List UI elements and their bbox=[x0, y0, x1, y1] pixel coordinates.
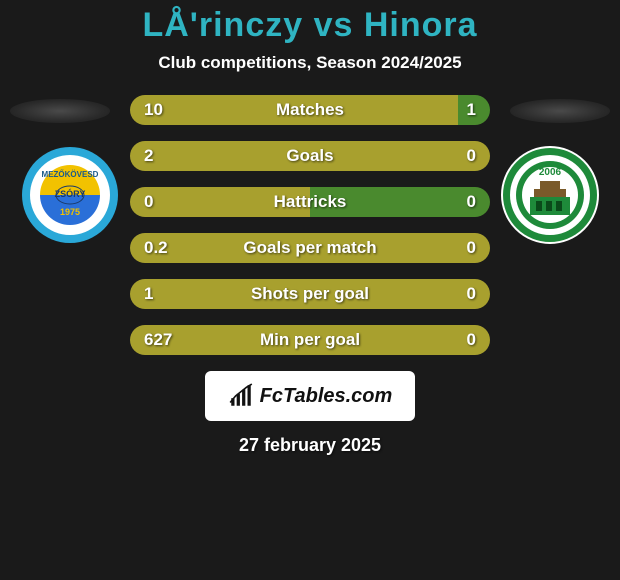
stat-label: Goals bbox=[130, 141, 490, 171]
crest-left-svg: MEZŐKÖVESD ZSÓRY 1975 bbox=[20, 145, 120, 245]
crest-right-year: 2006 bbox=[539, 167, 562, 178]
stat-row: 101Matches bbox=[130, 95, 490, 125]
brand-badge: FcTables.com bbox=[205, 371, 415, 421]
stat-label: Matches bbox=[130, 95, 490, 125]
stat-row: 6270Min per goal bbox=[130, 325, 490, 355]
date: 27 february 2025 bbox=[0, 435, 620, 456]
crest-left-year: 1975 bbox=[60, 207, 80, 217]
crest-right: 2006 bbox=[500, 145, 600, 245]
chart-icon bbox=[228, 383, 254, 409]
stat-row: 00Hattricks bbox=[130, 187, 490, 217]
page-title: LÅ'rinczy vs Hinora bbox=[0, 0, 620, 45]
stat-row: 0.20Goals per match bbox=[130, 233, 490, 263]
shadow-right bbox=[510, 99, 610, 123]
crest-right-svg: 2006 bbox=[500, 145, 600, 245]
crest-left: MEZŐKÖVESD ZSÓRY 1975 bbox=[20, 145, 120, 245]
stat-row: 10Shots per goal bbox=[130, 279, 490, 309]
comparison-panel: MEZŐKÖVESD ZSÓRY 1975 2006 101Matches 20G… bbox=[0, 93, 620, 355]
stat-row: 20Goals bbox=[130, 141, 490, 171]
crest-left-text-top: MEZŐKÖVESD bbox=[42, 170, 99, 179]
stat-label: Goals per match bbox=[130, 233, 490, 263]
stat-label: Min per goal bbox=[130, 325, 490, 355]
subtitle: Club competitions, Season 2024/2025 bbox=[0, 53, 620, 73]
stat-label: Shots per goal bbox=[130, 279, 490, 309]
shadow-left bbox=[10, 99, 110, 123]
stat-bars: 101Matches 20Goals 00Hattricks 0.20Goals pe… bbox=[130, 93, 490, 355]
stat-label: Hattricks bbox=[130, 187, 490, 217]
brand-text: FcTables.com bbox=[260, 385, 393, 408]
